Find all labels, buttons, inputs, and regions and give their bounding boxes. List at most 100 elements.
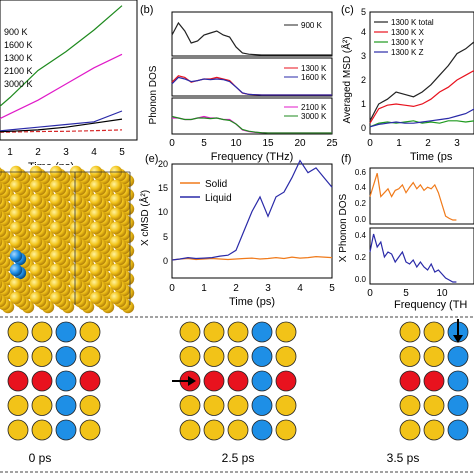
tick: 4: [91, 147, 97, 158]
panel-e-xlabel: Time (ps): [229, 296, 275, 308]
tick: 15: [262, 138, 274, 149]
atom-gold: [179, 419, 201, 441]
series-line-3: [0, 53, 123, 120]
lattice-atom: [69, 193, 83, 207]
msd-line-2: [369, 120, 474, 128]
atom-gold: [203, 419, 225, 441]
tick: 1: [7, 147, 13, 158]
legend-1300k: 1300 K: [301, 64, 327, 73]
lattice-atom: [49, 207, 63, 221]
panel-b-mid-frame: [171, 57, 333, 97]
lattice-atom: [49, 277, 63, 291]
panel-f-top-frame: [369, 167, 474, 225]
panel-a-legend: 900 K 1600 K 1300 K 2100 K 3000 K: [4, 27, 33, 89]
right-arrow-icon: [172, 376, 196, 386]
panel-c-ylabel: Averaged MSD (Å²): [340, 36, 353, 123]
atom-gold: [227, 395, 249, 416]
atom-red: [227, 370, 249, 392]
lattice-atom: [29, 235, 43, 249]
lattice-2-5ps: [179, 321, 297, 441]
panel-b-xlabel: Frequency (THz): [211, 151, 294, 163]
legend-x: 1300 K X: [391, 28, 425, 37]
tick: 0: [361, 123, 366, 133]
time-label-2-5ps: 2.5 ps: [222, 451, 255, 465]
diffusing-atom: [9, 263, 23, 277]
lattice-atom: [49, 235, 63, 249]
tick: 0: [367, 288, 373, 299]
tick: 0: [169, 138, 175, 149]
atom-blue: [251, 419, 273, 441]
atom-gold: [399, 346, 421, 367]
msd-line-1: [369, 69, 474, 124]
lattice-atom: [0, 279, 3, 289]
diffusion-schematic: 0 ps 2.5 ps 3.5 ps: [0, 316, 474, 473]
lattice-atom: [29, 277, 43, 291]
tick: 0.2: [355, 253, 367, 262]
lattice-atom: [9, 179, 23, 193]
lattice-atom: [89, 277, 103, 291]
tick: 3: [454, 138, 460, 149]
atom-gold: [31, 346, 53, 367]
tick: 0.0: [355, 275, 367, 284]
atom-gold: [79, 419, 101, 441]
cmsd-line-1: [171, 159, 333, 261]
tick: 10: [230, 138, 242, 149]
panel-e-label: (e): [145, 153, 158, 165]
panel-f-label: (f): [341, 153, 351, 165]
lattice-atom: [0, 293, 3, 303]
tick: 3: [361, 51, 366, 61]
atom-gold: [179, 346, 201, 367]
series-line-0: [0, 129, 123, 133]
atom-red: [423, 370, 445, 392]
lattice-spheres: [0, 165, 135, 314]
atom-gold: [31, 395, 53, 416]
lattice-atom: [109, 263, 123, 277]
lattice-atom: [109, 291, 123, 305]
atom-gold: [275, 395, 297, 416]
panel-c-yticks: 0 1 2 3 4 5: [361, 7, 366, 133]
tick: 0: [163, 256, 168, 266]
lattice-atom: [109, 277, 123, 291]
atom-blue: [447, 395, 469, 416]
tick: 3: [265, 283, 271, 294]
tick: 0.4: [355, 183, 367, 192]
atom-gold: [31, 419, 53, 441]
panel-f-bot-frame: [369, 227, 474, 285]
lattice-atom: [49, 221, 63, 235]
lattice-atom: [0, 223, 3, 233]
lattice-atom: [109, 249, 123, 263]
panel-f-yticks: 0.0 0.2 0.4 0.6 0.0 0.2 0.4: [355, 168, 367, 284]
panel-a-xticks: 1 2 3 4 5: [7, 147, 125, 158]
lattice-atom: [89, 207, 103, 221]
atom-gold: [227, 321, 249, 343]
tick: 5: [329, 283, 335, 294]
atom-blue: [251, 370, 273, 392]
legend-liquid: Liquid: [205, 193, 232, 204]
atom-gold: [203, 346, 225, 367]
panel-b-series: [171, 21, 332, 134]
down-arrow-icon: [453, 319, 463, 343]
tick: 0: [367, 138, 373, 149]
tick: 25: [326, 138, 338, 149]
lattice-atom: [29, 207, 43, 221]
lattice-atom: [69, 179, 83, 193]
atom-gold: [79, 321, 101, 343]
lattice-atom: [29, 221, 43, 235]
panel-b: (b) Phonon DOS 900 K 1300 K 1600 K 2100 …: [140, 4, 338, 163]
atom-red: [203, 370, 225, 392]
lattice-atom: [109, 235, 123, 249]
panel-b-label: (b): [140, 4, 153, 16]
legend-2100k: 2100 K: [4, 66, 33, 76]
tick: 5: [119, 147, 125, 158]
lattice-atom: [109, 193, 123, 207]
msd-line-3: [369, 108, 474, 128]
tick: 20: [294, 138, 306, 149]
panel-f-series: [369, 173, 457, 283]
tick: 2: [361, 75, 366, 85]
lattice-atom: [109, 207, 123, 221]
lattice-atom: [9, 277, 23, 291]
lattice-atom: [0, 265, 3, 275]
legend-2100k: 2100 K: [301, 103, 327, 112]
series-line-1: [0, 110, 123, 132]
time-label-3-5ps: 3.5 ps: [387, 451, 420, 465]
